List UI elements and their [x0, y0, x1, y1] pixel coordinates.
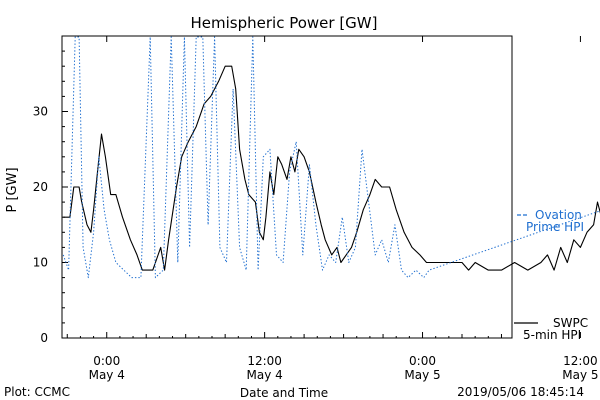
y-tick-label: 0 [40, 331, 48, 345]
footer-timestamp: 2019/05/06 18:45:14 [457, 385, 584, 399]
footer-plot-credit: Plot: CCMC [4, 385, 70, 399]
x-tick-label-time: 12:00 [247, 354, 282, 368]
swpc-hpi-line [63, 65, 600, 271]
x-tick-label-date: May 5 [562, 368, 598, 382]
series-layer [62, 36, 600, 279]
ovation-prime-hpi-line [62, 36, 600, 279]
y-tick-label: 20 [33, 180, 48, 194]
x-axis-label: Date and Time [240, 386, 328, 400]
legend-label-swpc-line1: SWPC [553, 316, 588, 330]
y-axis-label: P [GW] [5, 167, 20, 212]
x-tick-label-date: May 5 [404, 368, 440, 382]
y-tick-label: 10 [33, 256, 48, 270]
x-tick-label-time: 12:00 [563, 354, 598, 368]
legend-label-ovation-line1: Ovation [535, 208, 582, 222]
x-tick-label-date: May 4 [246, 368, 282, 382]
legend-label-swpc-line2: 5-min HPI [523, 328, 581, 342]
x-tick-label-date: May 4 [89, 368, 125, 382]
chart-title: Hemispheric Power [GW] [191, 14, 378, 32]
plot-frame [61, 35, 513, 339]
legend-label-ovation-line2: Prime HPI [526, 220, 584, 234]
x-tick-label-time: 0:00 [409, 354, 436, 368]
y-tick-label: 30 [33, 105, 48, 119]
x-tick-label-time: 0:00 [93, 354, 120, 368]
